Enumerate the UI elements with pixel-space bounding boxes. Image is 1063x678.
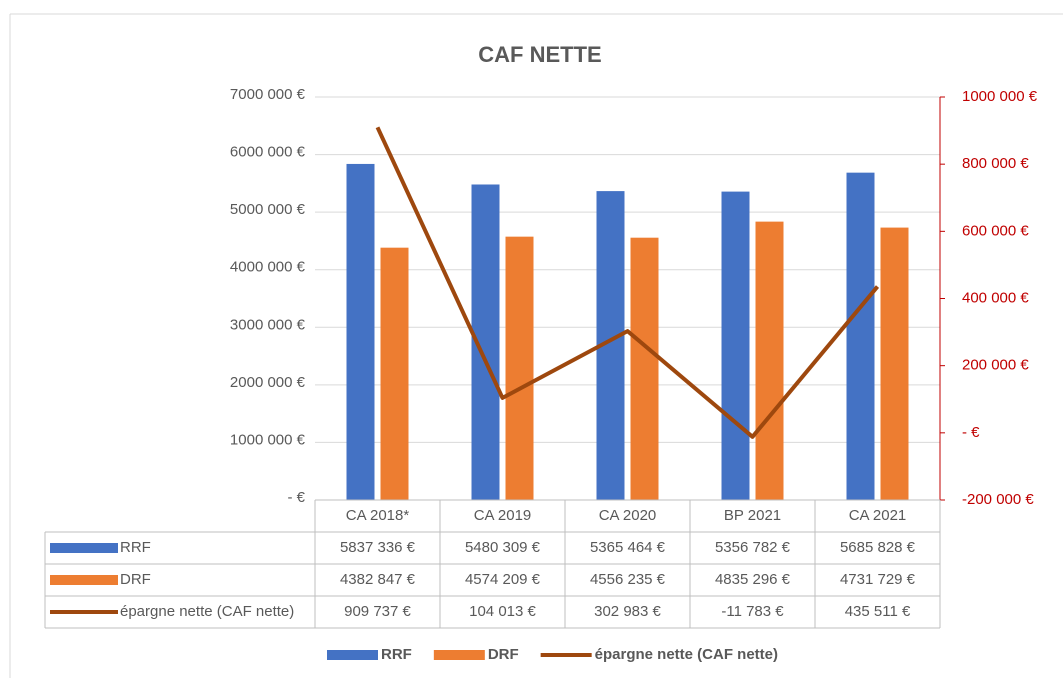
bar [380,247,409,500]
bar [846,172,875,500]
x-tick-label: CA 2020 [599,507,657,524]
bar [505,236,534,500]
data-label: 5685 828 € [840,539,916,556]
y-tick-label: 1000 000 € [230,431,306,448]
x-tick-label: BP 2021 [724,507,781,524]
x-tick-label: CA 2019 [474,507,532,524]
data-label: 104 013 € [469,603,536,620]
data-label: 909 737 € [344,603,411,620]
y-tick-label: 6000 000 € [230,144,306,161]
legend-label: épargne nette (CAF nette) [595,646,778,663]
y2-tick-label: 800 000 € [962,155,1029,172]
data-label: 4731 729 € [840,571,916,588]
data-label: 4574 209 € [465,571,541,588]
table-row-label: RRF [120,539,151,556]
y-tick-label: - € [287,489,305,506]
y-tick-label: 5000 000 € [230,201,306,218]
y2-tick-label: 600 000 € [962,222,1029,239]
x-tick-label: CA 2021 [849,507,907,524]
y2-tick-label: -200 000 € [962,491,1034,508]
y2-tick-label: - € [962,424,980,441]
bar [630,237,659,500]
data-label: 5480 309 € [465,539,541,556]
data-label: 5365 464 € [590,539,666,556]
data-label: -11 783 € [721,603,784,620]
data-label: 4835 296 € [715,571,791,588]
legend-label: RRF [381,646,412,663]
y2-tick-label: 400 000 € [962,289,1029,306]
y-tick-label: 4000 000 € [230,259,306,276]
y-tick-label: 2000 000 € [230,374,306,391]
y-tick-label: 3000 000 € [230,316,306,333]
legend-label: DRF [488,646,519,663]
data-label: 302 983 € [594,603,661,620]
y2-tick-label: 200 000 € [962,357,1029,374]
data-label: 5356 782 € [715,539,791,556]
table-row-label: épargne nette (CAF nette) [120,603,294,620]
data-label: 4382 847 € [340,571,416,588]
bar [346,163,375,501]
data-label: 5837 336 € [340,539,416,556]
line-series [375,126,880,439]
legend-key [327,650,378,660]
y-tick-label: 7000 000 € [230,86,306,103]
bar [880,227,909,501]
bar [755,221,784,500]
table-row-label: DRF [120,571,151,588]
legend-key [433,650,485,660]
legend-key [50,575,118,585]
data-label: 4556 235 € [590,571,666,588]
y2-tick-label: 1000 000 € [962,88,1038,105]
chart-title: CAF NETTE [478,42,601,67]
x-tick-label: CA 2018* [346,507,410,524]
data-label: 435 511 € [845,603,911,620]
legend-key [50,543,118,553]
bar [721,191,750,500]
